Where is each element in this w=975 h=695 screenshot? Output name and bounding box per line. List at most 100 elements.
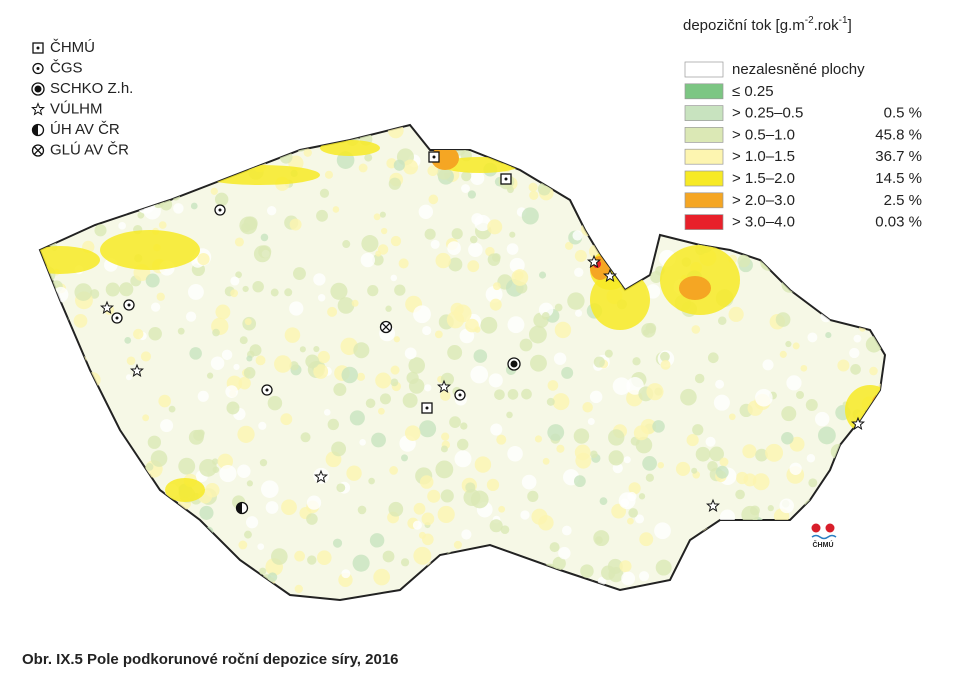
legend-share: 2.5 % (884, 192, 922, 209)
symbol (510, 360, 518, 368)
area-patch (590, 450, 598, 459)
area-patch (634, 204, 648, 219)
area-patch (707, 352, 719, 364)
area-patch (723, 545, 741, 563)
legend: ČHMÚ ČGS SCHKO Z.h. VÚLHM ÚH AV ČR GLÚ AV ČR d… (31, 15, 922, 549)
area-patch (364, 153, 373, 162)
area-patch (701, 527, 718, 545)
area-patch (110, 178, 120, 188)
area-patch (735, 489, 745, 500)
area-patch (602, 125, 616, 134)
area-patch (642, 456, 657, 471)
area-patch (284, 288, 293, 297)
area-patch (137, 554, 155, 573)
area-patch (177, 327, 185, 335)
area-patch (612, 377, 631, 395)
area-patch (42, 543, 50, 551)
area-patch (369, 533, 385, 548)
area-patch (243, 367, 256, 379)
area-patch (856, 478, 867, 489)
area-patch (599, 497, 608, 506)
area-patch (605, 194, 618, 206)
area-patch (360, 252, 376, 268)
area-patch (742, 444, 757, 459)
area-patch (842, 125, 853, 131)
area-patch (377, 244, 389, 255)
area-patch (390, 274, 398, 282)
area-patch (804, 266, 817, 278)
area-patch (530, 134, 546, 150)
area-patch (500, 525, 510, 535)
area-patch (393, 336, 401, 343)
symbol (36, 46, 40, 50)
area-patch (157, 550, 167, 560)
area-patch (367, 285, 379, 297)
area-patch (561, 366, 574, 379)
area-patch (707, 461, 718, 472)
area-patch (492, 282, 501, 291)
area-patch (872, 415, 883, 425)
area-patch (679, 276, 711, 300)
area-patch (488, 373, 503, 388)
area-patch (317, 350, 330, 364)
legend-share: 36.7 % (875, 148, 922, 165)
area-patch (755, 388, 773, 407)
area-patch (553, 175, 572, 194)
area-patch (52, 512, 68, 528)
area-patch (166, 125, 184, 142)
area-patch (686, 433, 699, 447)
area-patch (316, 550, 332, 566)
area-patch (574, 267, 584, 277)
area-patch (245, 516, 259, 529)
area-patch (856, 500, 866, 509)
area-patch (72, 219, 83, 230)
area-patch (596, 220, 614, 238)
area-patch (469, 235, 478, 244)
area-patch (327, 125, 345, 142)
area-patch (460, 422, 468, 430)
area-patch (197, 564, 214, 581)
area-patch (81, 461, 96, 475)
area-patch (199, 458, 217, 477)
area-patch (79, 485, 98, 504)
area-patch (365, 398, 376, 409)
area-patch (789, 436, 805, 452)
area-patch (732, 583, 750, 600)
station-legend-label: GLÚ AV ČR (50, 141, 129, 158)
area-patch (547, 424, 565, 441)
area-patch (599, 195, 612, 209)
area-patch (709, 446, 724, 462)
area-patch (390, 378, 399, 387)
area-patch (841, 229, 852, 240)
area-patch (815, 178, 830, 194)
area-patch (805, 399, 818, 411)
area-patch (578, 168, 593, 184)
symbol (381, 322, 391, 332)
area-patch (418, 204, 434, 220)
area-patch (237, 568, 252, 583)
symbol (34, 85, 42, 93)
area-patch (449, 416, 461, 428)
area-patch (46, 495, 54, 504)
area-patch (779, 350, 787, 358)
area-patch (40, 353, 44, 360)
area-patch (257, 543, 265, 551)
area-patch (259, 567, 267, 575)
area-patch (205, 153, 220, 168)
area-patch (244, 530, 252, 539)
area-patch (558, 546, 571, 560)
area-patch (836, 546, 853, 562)
area-patch (454, 450, 472, 468)
area-patch (597, 576, 607, 586)
area-patch (862, 256, 871, 265)
area-patch (561, 167, 572, 178)
area-patch (199, 505, 214, 520)
area-patch (385, 305, 392, 312)
area-patch (63, 375, 77, 390)
area-patch (691, 467, 698, 474)
area-patch (424, 228, 436, 240)
area-patch (156, 526, 165, 535)
area-patch (838, 271, 850, 284)
area-patch (786, 375, 802, 391)
symbol (432, 155, 436, 159)
